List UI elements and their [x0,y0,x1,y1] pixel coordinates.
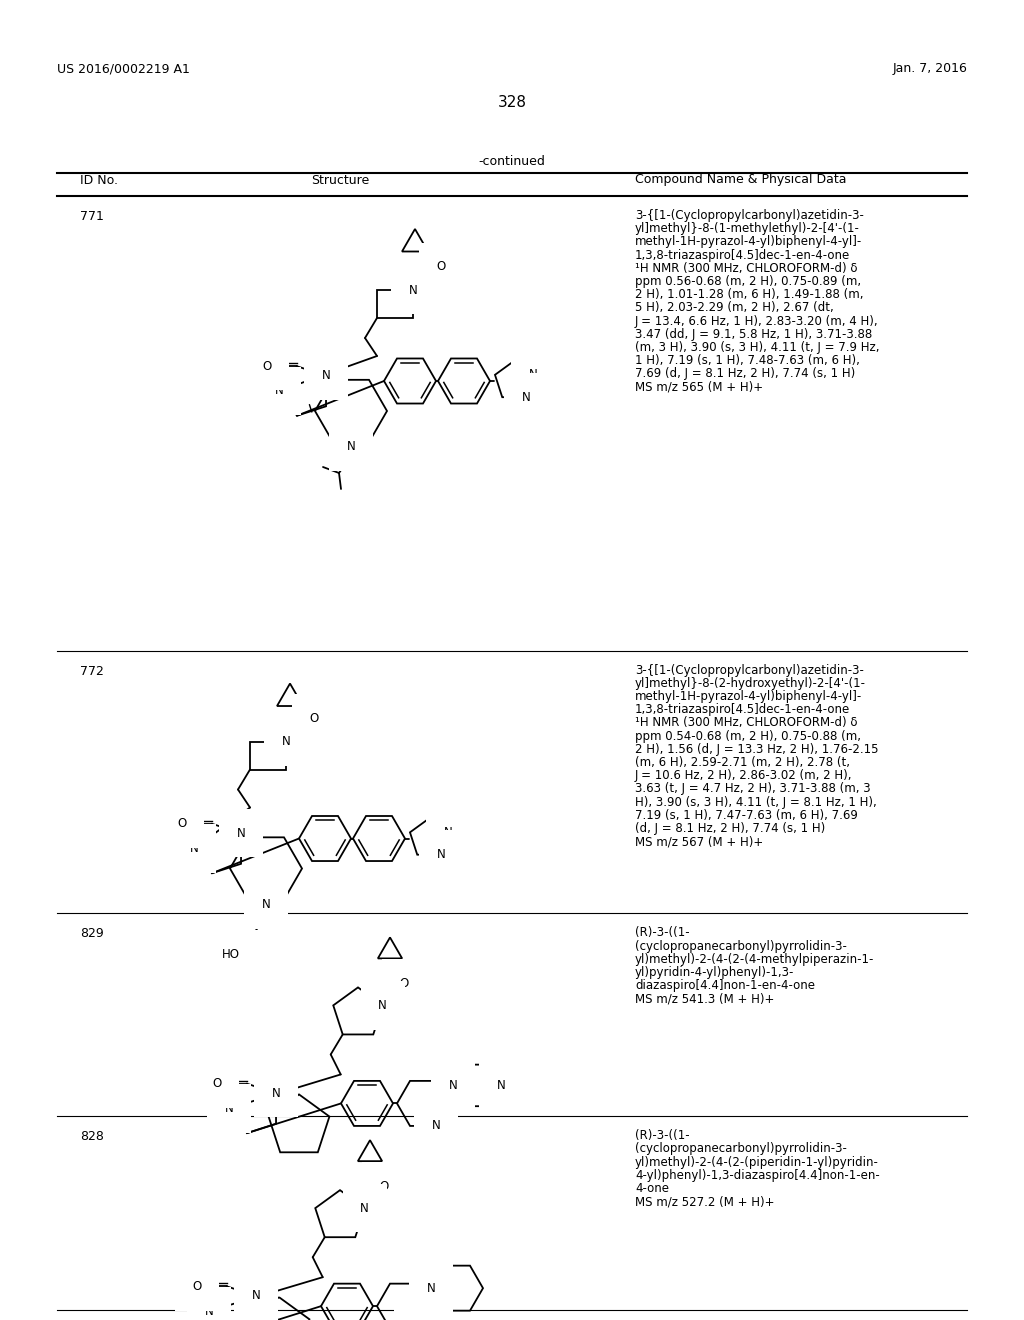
Text: 1 H), 7.19 (s, 1 H), 7.48-7.63 (m, 6 H),: 1 H), 7.19 (s, 1 H), 7.48-7.63 (m, 6 H), [635,354,860,367]
Text: MS m/z 565 (M + H)+: MS m/z 565 (M + H)+ [635,380,763,393]
Text: (R)-3-((1-: (R)-3-((1- [635,1129,689,1142]
Text: N: N [205,1304,213,1317]
Text: N: N [360,1201,369,1214]
Text: N: N [347,441,355,454]
Text: ppm 0.56-0.68 (m, 2 H), 0.75-0.89 (m,: ppm 0.56-0.68 (m, 2 H), 0.75-0.89 (m, [635,275,861,288]
Text: 3-{[1-(Cyclopropylcarbonyl)azetidin-3-: 3-{[1-(Cyclopropylcarbonyl)azetidin-3- [635,209,864,222]
Text: 2 H), 1.01-1.28 (m, 6 H), 1.49-1.88 (m,: 2 H), 1.01-1.28 (m, 6 H), 1.49-1.88 (m, [635,288,863,301]
Text: US 2016/0002219 A1: US 2016/0002219 A1 [57,62,189,75]
Text: (m, 3 H), 3.90 (s, 3 H), 4.11 (t, J = 7.9 Hz,: (m, 3 H), 3.90 (s, 3 H), 4.11 (t, J = 7.… [635,341,880,354]
Text: O: O [193,1280,202,1292]
Text: Jan. 7, 2016: Jan. 7, 2016 [892,62,967,75]
Text: O: O [212,1077,221,1090]
Text: yl]methyl}-8-(1-methylethyl)-2-[4'-(1-: yl]methyl}-8-(1-methylethyl)-2-[4'-(1- [635,222,860,235]
Text: 772: 772 [80,664,103,677]
Text: 3-{[1-(Cyclopropylcarbonyl)azetidin-3-: 3-{[1-(Cyclopropylcarbonyl)azetidin-3- [635,664,864,677]
Text: O: O [309,711,318,725]
Text: O: O [177,817,186,830]
Text: yl]methyl}-8-(2-hydroxyethyl)-2-[4'-(1-: yl]methyl}-8-(2-hydroxyethyl)-2-[4'-(1- [635,677,866,690]
Text: (cyclopropanecarbonyl)pyrrolidin-3-: (cyclopropanecarbonyl)pyrrolidin-3- [635,940,847,953]
Text: MS m/z 567 (M + H)+: MS m/z 567 (M + H)+ [635,836,763,849]
Text: H), 3.90 (s, 3 H), 4.11 (t, J = 8.1 Hz, 1 H),: H), 3.90 (s, 3 H), 4.11 (t, J = 8.1 Hz, … [635,796,877,809]
Text: (cyclopropanecarbonyl)pyrrolidin-3-: (cyclopropanecarbonyl)pyrrolidin-3- [635,1142,847,1155]
Text: N: N [282,735,291,748]
Text: ¹H NMR (300 MHz, CHLOROFORM-d) δ: ¹H NMR (300 MHz, CHLOROFORM-d) δ [635,261,857,275]
Text: N: N [322,370,331,383]
Text: Compound Name & Physical Data: Compound Name & Physical Data [635,173,847,186]
Text: (d, J = 8.1 Hz, 2 H), 7.74 (s, 1 H): (d, J = 8.1 Hz, 2 H), 7.74 (s, 1 H) [635,822,825,836]
Text: N: N [436,849,445,861]
Text: methyl-1H-pyrazol-4-yl)biphenyl-4-yl]-: methyl-1H-pyrazol-4-yl)biphenyl-4-yl]- [635,690,862,704]
Text: (R)-3-((1-: (R)-3-((1- [635,927,689,940]
Text: 7.19 (s, 1 H), 7.47-7.63 (m, 6 H), 7.69: 7.19 (s, 1 H), 7.47-7.63 (m, 6 H), 7.69 [635,809,858,822]
Text: O: O [300,727,309,741]
Text: methyl-1H-pyrazol-4-yl)biphenyl-4-yl]-: methyl-1H-pyrazol-4-yl)biphenyl-4-yl]- [635,235,862,248]
Text: N: N [409,284,418,297]
Text: MS m/z 541.3 (M + H)+: MS m/z 541.3 (M + H)+ [635,993,774,1006]
Text: 829: 829 [80,928,103,940]
Text: N: N [432,1119,440,1133]
Text: O: O [425,272,434,285]
Text: 4-one: 4-one [635,1181,669,1195]
Text: 3.47 (dd, J = 9.1, 5.8 Hz, 1 H), 3.71-3.88: 3.47 (dd, J = 9.1, 5.8 Hz, 1 H), 3.71-3.… [635,327,872,341]
Text: N: N [443,826,453,838]
Text: J = 13.4, 6.6 Hz, 1 H), 2.83-3.20 (m, 4 H),: J = 13.4, 6.6 Hz, 1 H), 2.83-3.20 (m, 4 … [635,314,879,327]
Text: N: N [497,1078,506,1092]
Text: ppm 0.54-0.68 (m, 2 H), 0.75-0.88 (m,: ppm 0.54-0.68 (m, 2 H), 0.75-0.88 (m, [635,730,861,743]
Text: N: N [449,1078,458,1092]
Text: ¹H NMR (300 MHz, CHLOROFORM-d) δ: ¹H NMR (300 MHz, CHLOROFORM-d) δ [635,717,857,730]
Text: N: N [252,1290,260,1303]
Text: 2 H), 1.56 (d, J = 13.3 Hz, 2 H), 1.76-2.15: 2 H), 1.56 (d, J = 13.3 Hz, 2 H), 1.76-2… [635,743,879,756]
Text: Structure: Structure [311,173,369,186]
Text: 771: 771 [80,210,103,223]
Text: 328: 328 [498,95,526,110]
Text: N: N [237,826,246,840]
Text: 1,3,8-triazaspiro[4.5]dec-1-en-4-one: 1,3,8-triazaspiro[4.5]dec-1-en-4-one [635,704,850,717]
Text: 1,3,8-triazaspiro[4.5]dec-1-en-4-one: 1,3,8-triazaspiro[4.5]dec-1-en-4-one [635,248,850,261]
Text: O: O [262,360,271,372]
Text: yl)pyridin-4-yl)phenyl)-1,3-: yl)pyridin-4-yl)phenyl)-1,3- [635,966,795,979]
Text: diazaspiro[4.4]non-1-en-4-one: diazaspiro[4.4]non-1-en-4-one [635,979,815,993]
Text: 5 H), 2.03-2.29 (m, 2 H), 2.67 (dt,: 5 H), 2.03-2.29 (m, 2 H), 2.67 (dt, [635,301,834,314]
Text: -continued: -continued [478,154,546,168]
Text: MS m/z 527.2 (M + H)+: MS m/z 527.2 (M + H)+ [635,1195,774,1208]
Text: (m, 6 H), 2.59-2.71 (m, 2 H), 2.78 (t,: (m, 6 H), 2.59-2.71 (m, 2 H), 2.78 (t, [635,756,850,770]
Text: HO: HO [222,948,240,961]
Text: O: O [436,260,445,273]
Text: 7.69 (d, J = 8.1 Hz, 2 H), 7.74 (s, 1 H): 7.69 (d, J = 8.1 Hz, 2 H), 7.74 (s, 1 H) [635,367,855,380]
Text: N: N [224,1102,233,1115]
Text: J = 10.6 Hz, 2 H), 2.86-3.02 (m, 2 H),: J = 10.6 Hz, 2 H), 2.86-3.02 (m, 2 H), [635,770,853,783]
Text: 828: 828 [80,1130,103,1143]
Text: N: N [189,842,199,855]
Text: ID No.: ID No. [80,173,118,186]
Text: O: O [399,977,409,990]
Text: N: N [271,1086,281,1100]
Text: yl)methyl)-2-(4-(2-(4-methylpiperazin-1-: yl)methyl)-2-(4-(2-(4-methylpiperazin-1- [635,953,874,966]
Text: O: O [379,1180,389,1193]
Text: N: N [261,898,270,911]
Text: 3.63 (t, J = 4.7 Hz, 2 H), 3.71-3.88 (m, 3: 3.63 (t, J = 4.7 Hz, 2 H), 3.71-3.88 (m,… [635,783,870,796]
Text: N: N [427,1282,435,1295]
Text: N: N [521,391,530,404]
Text: N: N [274,384,284,397]
Text: yl)methyl)-2-(4-(2-(piperidin-1-yl)pyridin-: yl)methyl)-2-(4-(2-(piperidin-1-yl)pyrid… [635,1155,879,1168]
Text: N: N [378,999,387,1012]
Text: 4-yl)phenyl)-1,3-diazaspiro[4.4]non-1-en-: 4-yl)phenyl)-1,3-diazaspiro[4.4]non-1-en… [635,1168,880,1181]
Text: N: N [528,368,538,381]
